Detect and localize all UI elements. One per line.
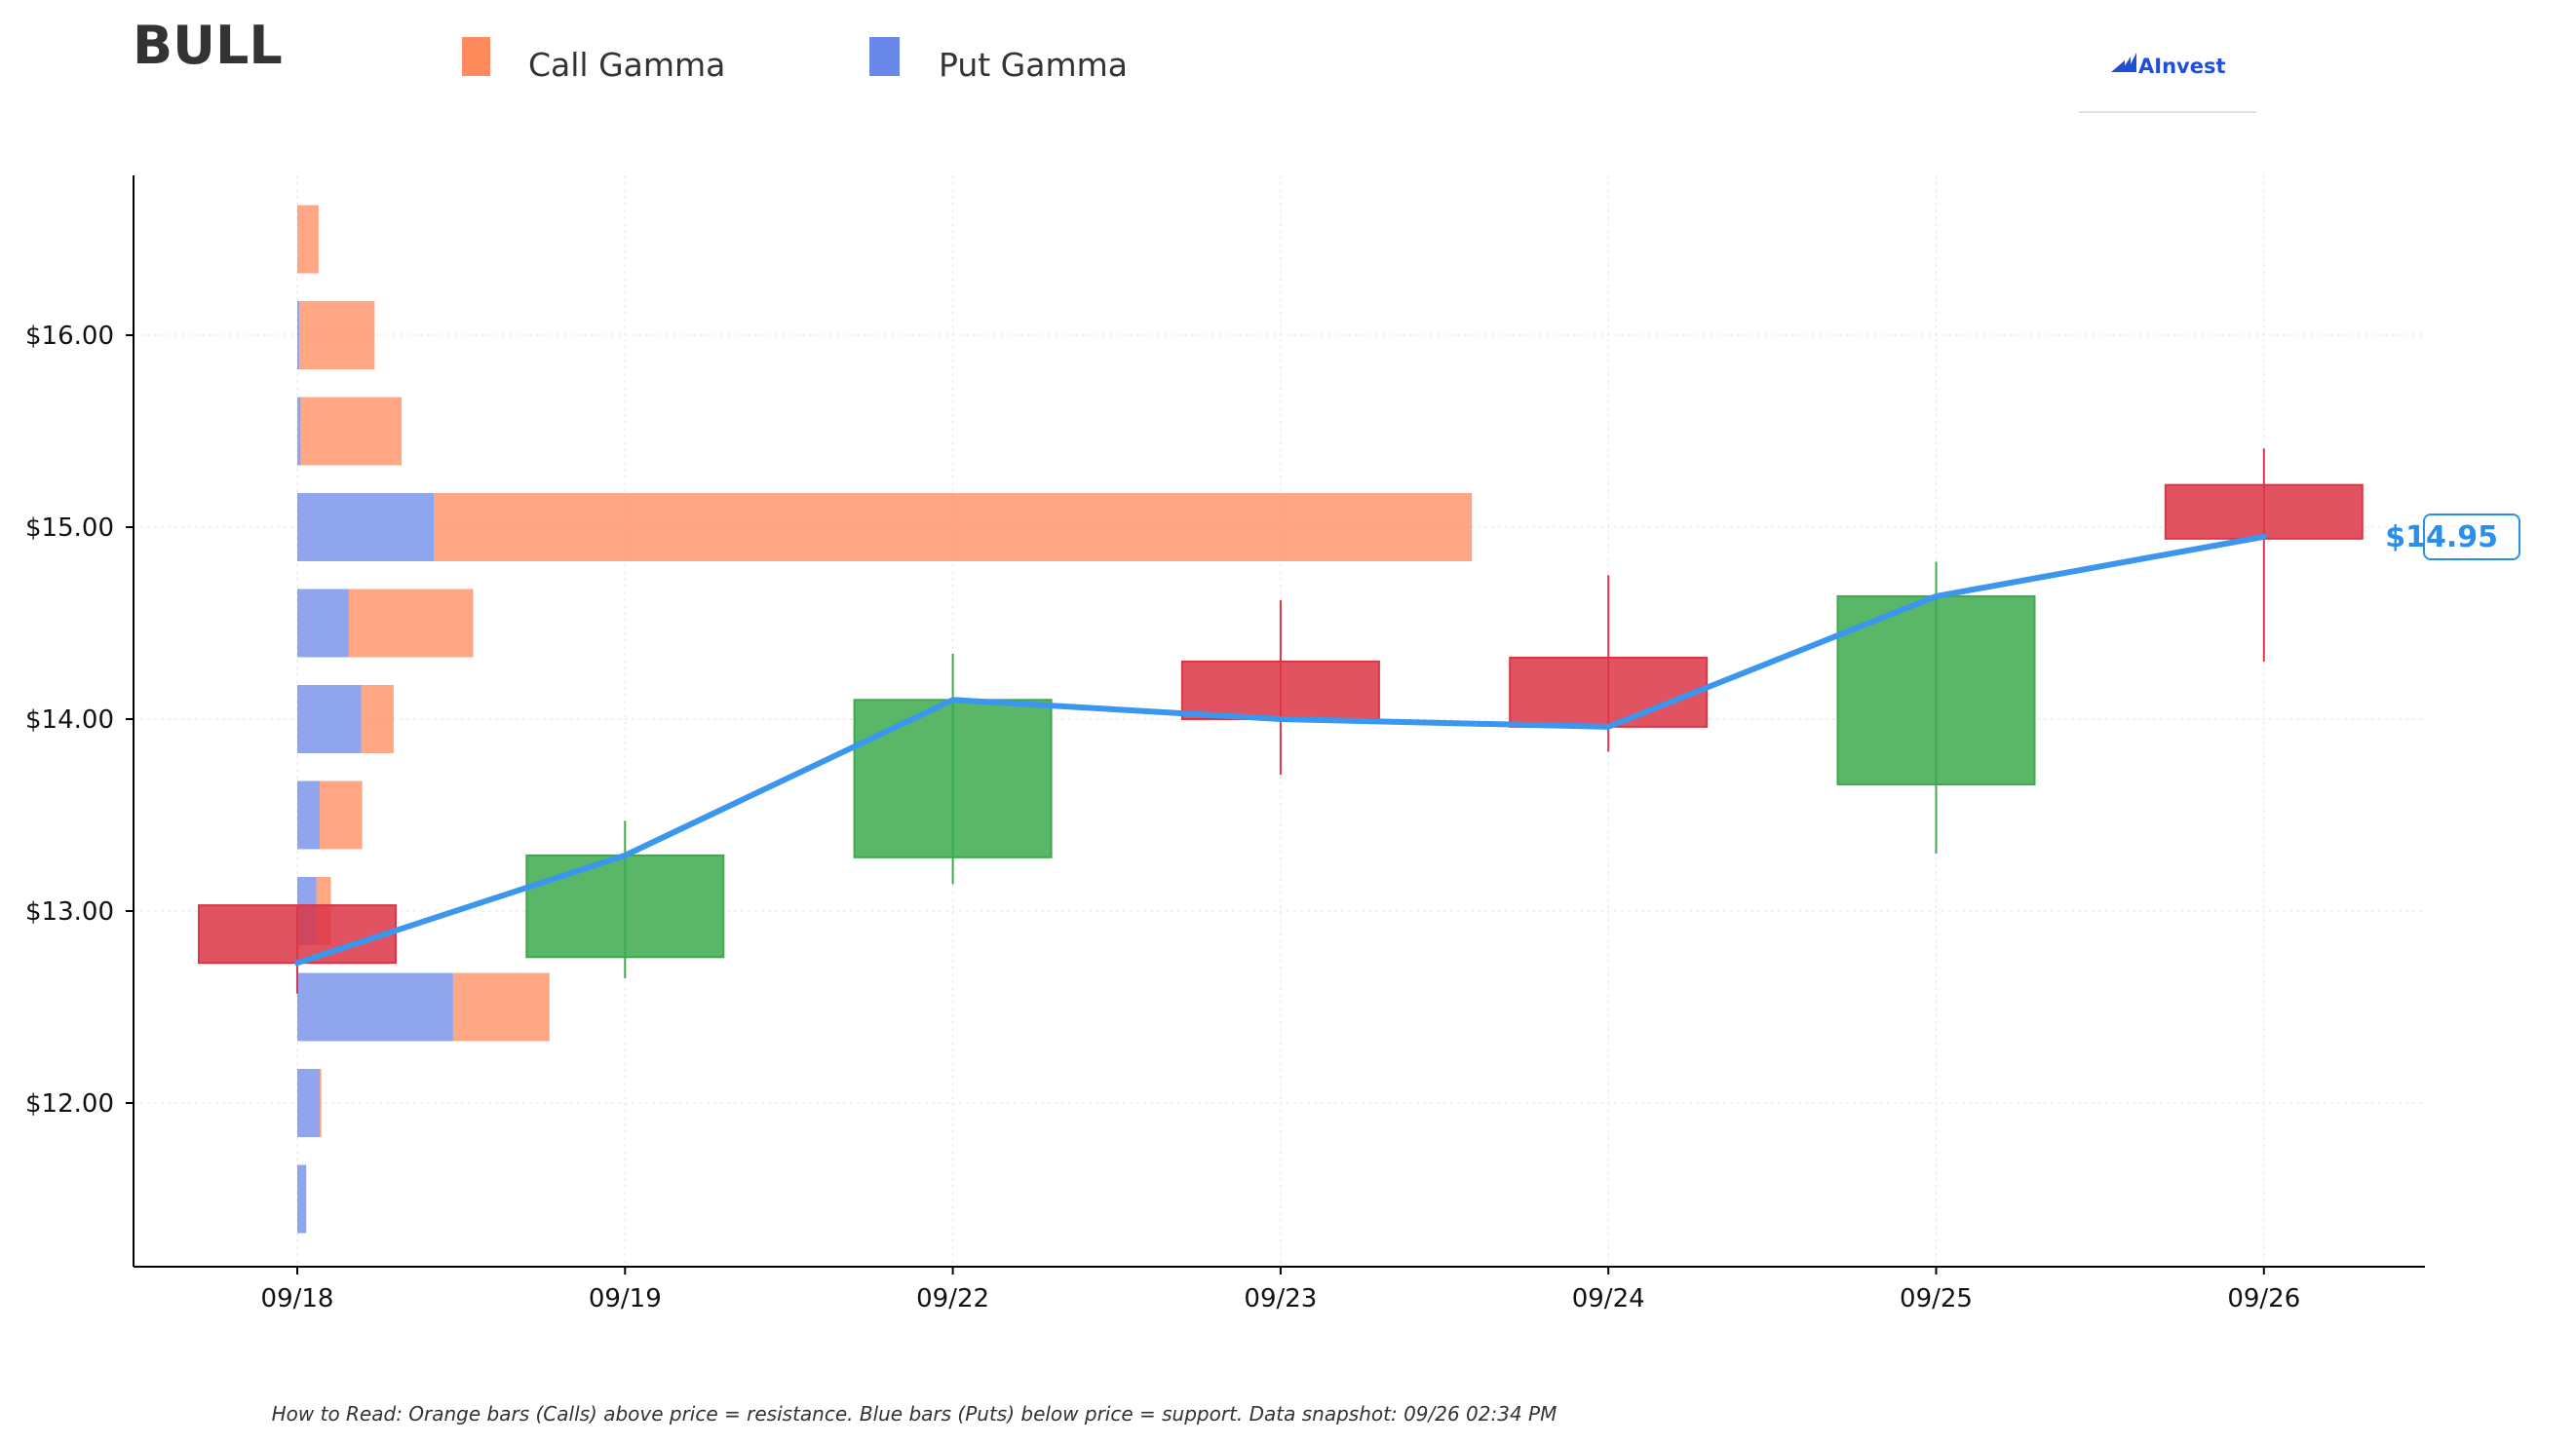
x-tick-label: 09/24: [1572, 1284, 1645, 1313]
x-tick-label: 09/22: [916, 1284, 989, 1313]
last-price-label: $14.95: [2385, 520, 2498, 554]
y-tick-label: $14.00: [25, 705, 114, 735]
call-gamma-bar: [320, 1069, 322, 1137]
footnote: How to Read: Orange bars (Calls) above p…: [272, 1402, 1557, 1426]
put-gamma-bar: [297, 1069, 320, 1137]
legend-call-swatch: [462, 37, 490, 76]
last-price-badge: [2423, 514, 2520, 560]
candle-body: [1836, 594, 2036, 785]
candles: [198, 448, 2364, 994]
candle-body: [2164, 483, 2364, 540]
put-gamma-bar: [297, 301, 300, 369]
candle-body: [1509, 656, 1709, 728]
call-gamma-bar: [434, 493, 1473, 561]
axes: $12.00 $13.00 $14.00 $15.00 $16.00 09/18 09/19…: [25, 175, 2425, 1313]
candle-body: [525, 854, 725, 959]
x-tick-label: 09/19: [589, 1284, 662, 1313]
labels: $14.95 How to Read: Orange bars (Calls) …: [272, 514, 2520, 1426]
price-line: [294, 533, 2267, 967]
call-gamma-bar: [320, 780, 363, 850]
logo: AInvest: [2079, 53, 2256, 113]
logo-chart-icon: [2111, 53, 2136, 72]
candle-body: [198, 904, 397, 965]
x-tick-label: 09/25: [1900, 1284, 1973, 1313]
legend-put-label: Put Gamma: [939, 46, 1128, 84]
put-gamma-bar: [297, 589, 349, 658]
legend-call-label: Call Gamma: [528, 46, 725, 84]
legend-put-swatch: [869, 37, 900, 76]
y-tick-label: $15.00: [25, 514, 114, 543]
candle-body: [1180, 660, 1380, 721]
gamma-bars: [297, 205, 1473, 1234]
put-gamma-bar: [297, 972, 453, 1042]
put-gamma-bar: [297, 397, 301, 466]
call-gamma-bar: [348, 589, 474, 658]
call-gamma-bar: [297, 205, 319, 274]
y-tick-label: $16.00: [25, 322, 114, 351]
y-tick-label: $12.00: [25, 1089, 114, 1119]
put-gamma-bar: [297, 493, 435, 561]
call-gamma-bar: [299, 301, 375, 369]
ticker-title: BULL: [133, 15, 283, 76]
y-tick-label: $13.00: [25, 897, 114, 927]
put-gamma-bar: [297, 780, 320, 850]
candle-body: [853, 699, 1053, 858]
put-gamma-bar: [297, 1164, 307, 1234]
x-tick-label: 09/23: [1244, 1284, 1317, 1313]
header: BULL Call Gamma Put Gamma AInvest: [133, 15, 2256, 113]
call-gamma-bar: [361, 685, 394, 753]
x-tick-label: 09/18: [261, 1284, 334, 1313]
call-gamma-bar: [452, 972, 550, 1042]
price-line-group: [294, 533, 2267, 967]
call-gamma-bar: [300, 397, 402, 466]
put-gamma-bar: [297, 685, 362, 753]
x-tick-label: 09/26: [2227, 1284, 2300, 1313]
logo-text: AInvest: [2138, 55, 2226, 78]
